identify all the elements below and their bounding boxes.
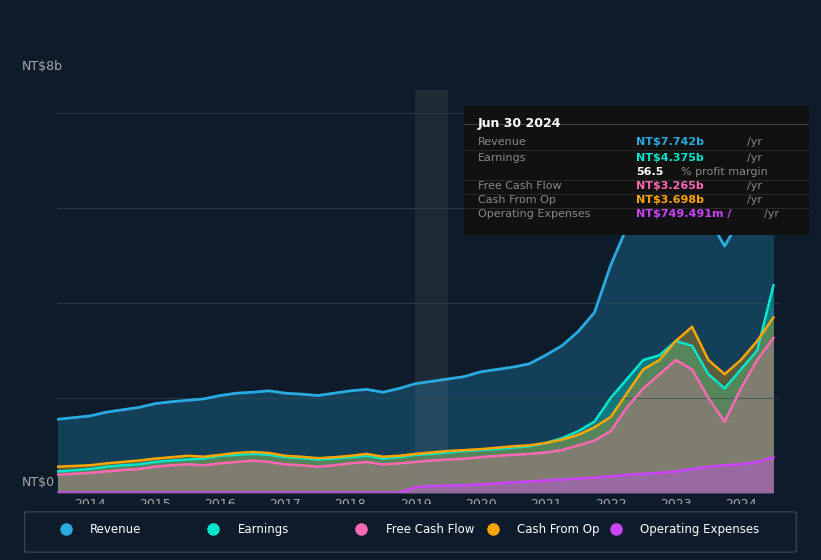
Text: NT$3.265b: NT$3.265b xyxy=(636,181,708,191)
Text: Revenue: Revenue xyxy=(90,522,142,536)
Text: Revenue: Revenue xyxy=(478,137,526,147)
Text: NT$8b: NT$8b xyxy=(21,60,62,73)
Text: Operating Expenses: Operating Expenses xyxy=(640,522,759,536)
Text: Earnings: Earnings xyxy=(238,522,290,536)
Text: Jun 30 2024: Jun 30 2024 xyxy=(478,116,562,130)
Text: NT$749.491m /: NT$749.491m / xyxy=(636,209,732,220)
Text: /yr: /yr xyxy=(746,137,762,147)
Text: Free Cash Flow: Free Cash Flow xyxy=(478,181,562,191)
Text: Cash From Op: Cash From Op xyxy=(517,522,599,536)
Text: /yr: /yr xyxy=(746,181,762,191)
Text: Free Cash Flow: Free Cash Flow xyxy=(386,522,475,536)
Text: NT$0: NT$0 xyxy=(21,476,54,489)
Bar xyxy=(415,90,448,493)
Text: /yr: /yr xyxy=(746,195,762,206)
Text: /yr: /yr xyxy=(764,209,779,220)
Text: % profit margin: % profit margin xyxy=(681,167,768,177)
Text: Operating Expenses: Operating Expenses xyxy=(478,209,590,220)
Text: 56.5: 56.5 xyxy=(636,167,663,177)
Text: NT$3.698b: NT$3.698b xyxy=(636,195,709,206)
Text: /yr: /yr xyxy=(746,153,762,163)
Text: Cash From Op: Cash From Op xyxy=(478,195,556,206)
Text: NT$7.742b: NT$7.742b xyxy=(636,137,709,147)
Text: NT$4.375b: NT$4.375b xyxy=(636,153,708,163)
Text: Earnings: Earnings xyxy=(478,153,526,163)
